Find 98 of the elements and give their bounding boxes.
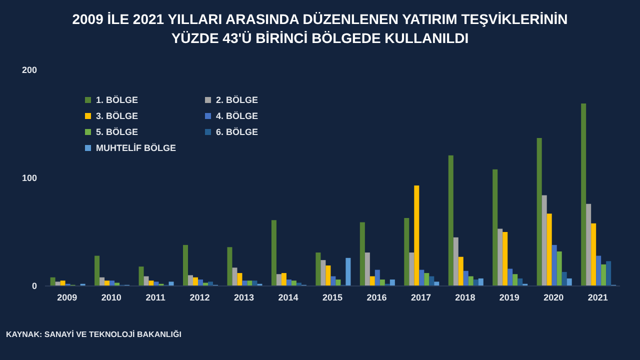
bar [380, 280, 385, 286]
bar [198, 280, 203, 286]
bar [390, 280, 395, 286]
bar [404, 218, 410, 286]
bar [581, 103, 586, 286]
legend-label: 2. BÖLGE [215, 95, 260, 105]
bar [183, 244, 188, 286]
x-tick-label: 2020 [544, 292, 564, 302]
bar [364, 252, 370, 286]
bar [424, 273, 430, 286]
x-tick-label: 2016 [366, 292, 387, 302]
bar [591, 223, 596, 286]
x-tick-label: 2009 [57, 292, 78, 302]
bar [271, 220, 276, 286]
bar [50, 277, 56, 286]
bar [188, 275, 193, 286]
chart-title: 2009 İLE 2021 YILLARI ARASINDA DÜZENLENEN YATIRIM TEŞVİKLERİNİN YÜZDE 43'Ü BİRİNCİ BÖLGEDE KULLANILDI [71, 10, 569, 48]
legend-label: 4. BÖLGE [215, 111, 260, 121]
bar [291, 280, 296, 286]
bar [492, 169, 498, 286]
bar [168, 282, 174, 286]
bar [320, 260, 326, 286]
bar [429, 276, 434, 286]
bar [55, 282, 60, 286]
bar [502, 232, 508, 286]
bar [562, 272, 567, 286]
x-tick-label: 2019 [499, 292, 520, 302]
bar [242, 280, 248, 286]
bar [276, 274, 282, 286]
bar [193, 277, 198, 286]
y-tick-label: 0 [32, 281, 37, 292]
bar [316, 252, 321, 286]
bar [326, 265, 331, 286]
legend-label: 5. BÖLGE [95, 127, 140, 137]
bar [606, 261, 612, 286]
bar [144, 276, 149, 286]
bar [360, 222, 365, 286]
bar [586, 204, 592, 286]
legend-label: 6. BÖLGE [215, 127, 260, 137]
bar [508, 268, 513, 286]
text: KAYNAK: SANAYİ VE TEKNOLOJİ BAKANLIĞI [6, 330, 182, 339]
bar [556, 251, 562, 286]
bar [468, 276, 474, 286]
bar [154, 282, 159, 286]
bar [409, 252, 414, 286]
bar [518, 278, 523, 286]
y-tick-label: 100 [22, 173, 37, 184]
bar [566, 278, 572, 286]
bar [370, 276, 375, 286]
bar [247, 280, 252, 286]
x-tick-label: 2014 [278, 292, 298, 302]
bar [536, 138, 542, 286]
bar [552, 244, 557, 286]
bar [346, 258, 351, 286]
y-tick-label: 200 [22, 65, 37, 76]
bar [281, 273, 286, 286]
bar [104, 280, 110, 286]
x-tick-label: 2017 [410, 292, 431, 302]
bar [232, 268, 238, 286]
bar [498, 228, 503, 286]
bar [414, 186, 420, 286]
bar [148, 280, 154, 286]
bar [60, 280, 66, 286]
bar [512, 274, 518, 286]
x-tick-label: 2021 [588, 292, 608, 302]
bar [458, 256, 464, 286]
bar [546, 214, 552, 286]
x-tick-label: 2010 [101, 292, 122, 302]
bar [100, 277, 105, 286]
bar [110, 280, 115, 286]
legend-label: MUHTELİF BÖLGE [95, 143, 177, 153]
bar [434, 282, 440, 286]
bar [374, 270, 380, 286]
bar [419, 270, 424, 286]
bar [208, 282, 213, 286]
bar [448, 155, 454, 286]
x-tick-label: 2012 [190, 292, 210, 302]
bar [336, 280, 341, 286]
bar [601, 264, 606, 286]
bar [227, 247, 232, 286]
bar [286, 280, 292, 286]
bar [237, 273, 242, 286]
bar [453, 237, 458, 286]
bar [138, 266, 144, 286]
bar [94, 256, 100, 286]
legend-label: 3. BÖLGE [95, 111, 140, 121]
bar [542, 195, 547, 286]
bar [252, 280, 258, 286]
x-tick-label: 2018 [455, 292, 476, 302]
bar [478, 278, 484, 286]
x-tick-label: 2011 [146, 292, 166, 302]
bar [330, 276, 336, 286]
bar [596, 256, 602, 286]
legend-label: 1. BÖLGE [95, 95, 140, 105]
bar [473, 280, 478, 286]
bar [463, 270, 468, 286]
x-tick-label: 2015 [322, 292, 343, 302]
x-tick-label: 2013 [234, 292, 254, 302]
